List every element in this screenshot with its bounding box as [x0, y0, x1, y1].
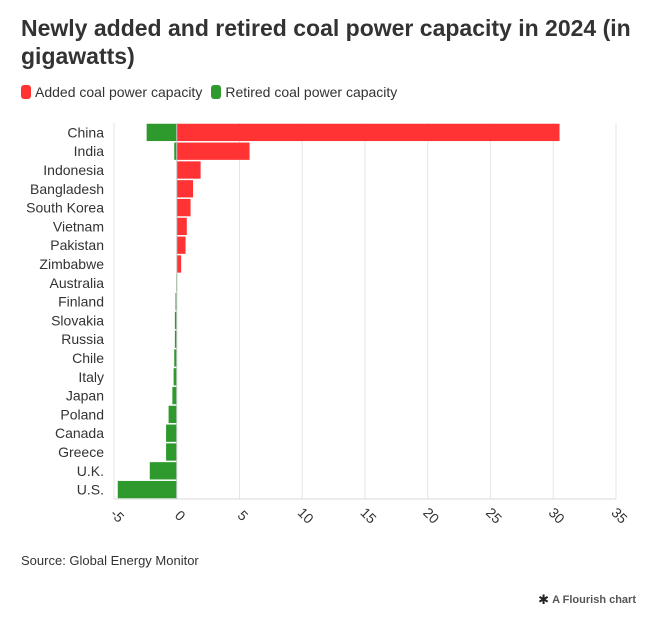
x-tick-label: 35 — [608, 504, 630, 526]
y-tick-label: Indonesia — [43, 162, 104, 178]
bar-added — [176, 142, 250, 160]
bar-added — [176, 123, 560, 142]
bar-added — [176, 161, 201, 179]
source-note: Source: Global Energy Monitor — [21, 553, 199, 568]
legend: Added coal power capacity Retired coal p… — [21, 84, 406, 100]
legend-swatch-added — [21, 85, 31, 99]
x-tick-label: -5 — [107, 505, 127, 525]
y-tick-label: Vietnam — [53, 218, 104, 234]
bar-added — [176, 198, 191, 217]
bar-retired — [174, 349, 177, 367]
y-tick-label: Italy — [78, 369, 104, 385]
y-tick-label: Chile — [72, 350, 104, 366]
flourish-credit[interactable]: ✱ A Flourish chart — [538, 592, 636, 608]
y-tick-label: Australia — [50, 275, 105, 291]
y-tick-label: Pakistan — [50, 237, 104, 253]
credit-text: A Flourish chart — [552, 594, 636, 606]
bar-retired — [117, 480, 177, 499]
x-tick-label: 5 — [235, 507, 252, 524]
y-tick-label: India — [74, 143, 105, 159]
y-tick-label: U.K. — [77, 463, 104, 479]
bar-added — [176, 255, 182, 273]
y-tick-label: Finland — [58, 294, 104, 310]
bar-retired — [149, 462, 177, 480]
x-tick-label: 25 — [483, 504, 505, 526]
x-tick-label: 15 — [357, 504, 379, 526]
bar-retired — [174, 311, 177, 330]
x-tick-label: 0 — [172, 507, 189, 524]
x-tick-label: 30 — [546, 504, 568, 526]
bar-retired — [146, 123, 177, 142]
y-tick-label: Japan — [66, 388, 104, 404]
bar-added — [176, 180, 194, 198]
y-tick-label: Slovakia — [51, 312, 104, 328]
bar-retired — [166, 424, 177, 442]
legend-label-added: Added coal power capacity — [35, 84, 203, 100]
x-tick-label: 20 — [420, 504, 442, 526]
y-tick-label: Zimbabwe — [39, 256, 104, 272]
y-tick-label: U.S. — [77, 482, 104, 498]
legend-label-retired: Retired coal power capacity — [225, 84, 398, 100]
legend-swatch-retired — [211, 85, 222, 99]
bar-retired — [166, 443, 177, 461]
bar-retired — [173, 368, 177, 386]
bar-retired — [175, 292, 177, 311]
bar-added — [176, 236, 186, 254]
bar-added — [176, 217, 187, 236]
y-tick-label: Canada — [55, 425, 104, 441]
bar-chart: -5 0 5 10 15 20 25 30 35 China India Indonesia Bangl… — [26, 123, 631, 527]
legend-item-retired[interactable]: Retired coal power capacity — [211, 84, 397, 100]
chart-title: Newly added and retired coal power capac… — [21, 15, 631, 69]
bar-retired — [168, 405, 177, 424]
bar-retired — [174, 330, 177, 348]
y-tick-label: Poland — [60, 406, 104, 422]
x-tick-label: 10 — [295, 504, 317, 526]
bar-retired — [174, 142, 177, 160]
asterisk-icon: ✱ — [538, 592, 550, 607]
bar-retired — [172, 386, 177, 405]
y-tick-label: China — [67, 124, 104, 140]
y-tick-label: Russia — [61, 331, 104, 347]
y-tick-label: Bangladesh — [30, 181, 104, 197]
legend-item-added[interactable]: Added coal power capacity — [21, 84, 202, 100]
y-tick-label: Greece — [58, 444, 104, 460]
y-tick-label: South Korea — [26, 200, 104, 216]
